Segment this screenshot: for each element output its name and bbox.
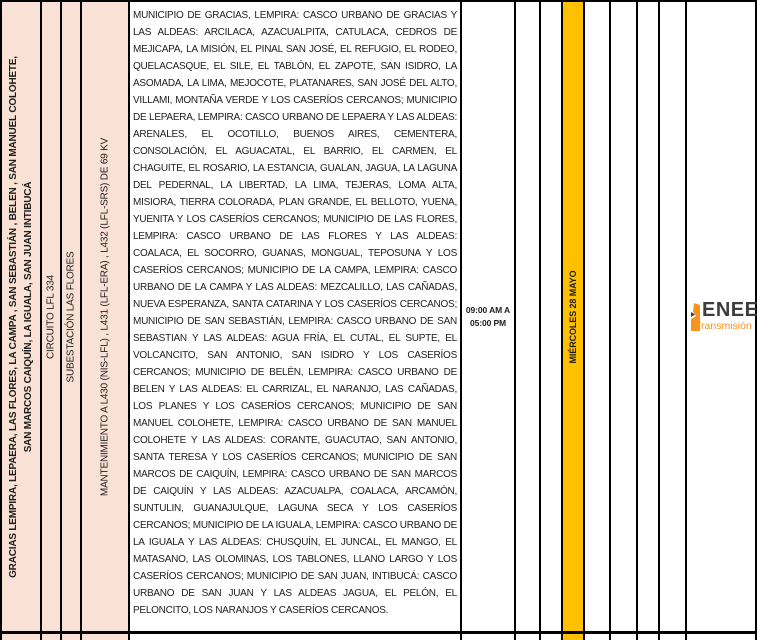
empty-cell-4	[609, 2, 636, 631]
region-title: GRACIAS LEMPIRA, LEPAERA, LAS FLORES, LA…	[6, 6, 36, 628]
sliver-cell	[583, 634, 609, 640]
circuit-label: CIRCUITO LFL 334	[45, 274, 57, 359]
sliver-cell	[60, 634, 80, 640]
time-range-label: 09:00 AM A 05:00 PM	[465, 304, 511, 328]
next-row-sliver	[0, 634, 757, 640]
region-title-line-1: GRACIAS LEMPIRA, LEPAERA, LAS FLORES, LA…	[8, 55, 19, 578]
affected-areas-cell: MUNICIPIO DE GRACIAS, LEMPIRA: CASCO URB…	[128, 2, 460, 631]
sliver-cell	[460, 634, 514, 640]
enee-logo: ENEE Transmisión	[690, 299, 757, 332]
sliver-cell	[80, 634, 128, 640]
substation-cell: SUBESTACIÓN LAS FLORES	[60, 2, 80, 631]
sliver-cell	[685, 634, 757, 640]
enee-flame-icon	[691, 303, 700, 331]
sliver-cell	[128, 634, 460, 640]
sliver-cell	[636, 634, 658, 640]
date-cell: MIÉRCOLES 28 MAYO	[561, 2, 583, 631]
sliver-cell	[658, 634, 685, 640]
region-title-line-2: SAN MARCOS CAIQUÍN, LA IGUALA, SAN JUAN …	[23, 181, 34, 452]
logo-cell: ENEE Transmisión	[685, 2, 757, 631]
circuit-cell: CIRCUITO LFL 334	[40, 2, 60, 631]
empty-cell-6	[658, 2, 685, 631]
affected-areas-text: MUNICIPIO DE GRACIAS, LEMPIRA: CASCO URB…	[133, 10, 457, 616]
empty-cell-2	[539, 2, 561, 631]
substation-label: SUBESTACIÓN LAS FLORES	[65, 250, 77, 383]
empty-cell-1	[514, 2, 539, 631]
maintenance-cell: MANTENIMIENTO A L430 (NIS-LFL) , L431 (L…	[80, 2, 128, 631]
sliver-cell	[561, 634, 583, 640]
empty-cell-5	[636, 2, 658, 631]
empty-cell-3	[583, 2, 609, 631]
sliver-cell	[40, 634, 60, 640]
sliver-cell	[539, 634, 561, 640]
maintenance-label: MANTENIMIENTO A L430 (NIS-LFL) , L431 (L…	[99, 137, 111, 496]
sliver-cell	[0, 634, 40, 640]
sliver-cell	[514, 634, 539, 640]
enee-brand-label: ENEE	[702, 299, 757, 321]
time-cell: 09:00 AM A 05:00 PM	[460, 2, 514, 631]
region-header-cell: GRACIAS LEMPIRA, LEPAERA, LAS FLORES, LA…	[0, 2, 40, 631]
date-label: MIÉRCOLES 28 MAYO	[568, 270, 578, 363]
enee-logo-text: ENEE Transmisión	[695, 299, 757, 332]
sliver-cell	[609, 634, 636, 640]
enee-division-label: Transmisión	[695, 320, 752, 332]
